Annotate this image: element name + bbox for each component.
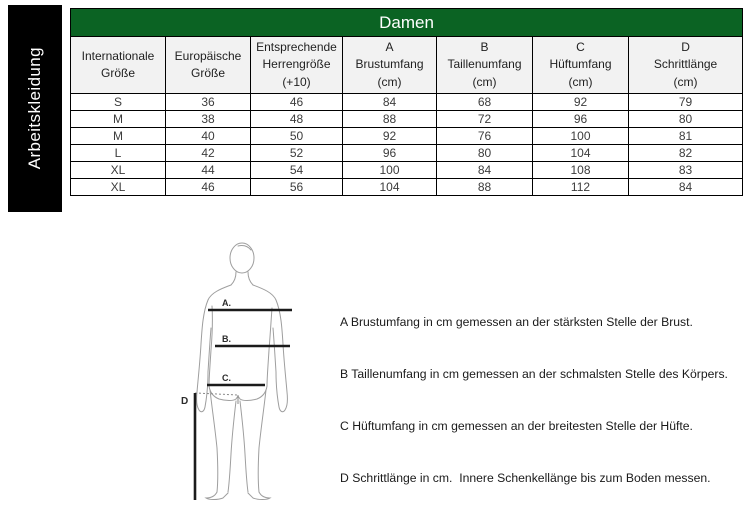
- label-a: A.: [222, 298, 231, 308]
- cell: 112: [532, 178, 629, 197]
- note-chest: A Brustumfang in cm gemessen an der stär…: [340, 314, 693, 329]
- col-header-mens-size: Entsprechende Herrengröße (+10): [250, 35, 343, 95]
- cell: 79: [627, 93, 744, 112]
- cell: 46: [165, 178, 251, 197]
- label-d: D: [181, 396, 188, 407]
- cell: 108: [532, 161, 629, 180]
- cell: 48: [250, 110, 343, 129]
- cell: 44: [165, 161, 251, 180]
- cell: 72: [436, 110, 533, 129]
- cell: 92: [532, 93, 629, 112]
- cell: 76: [436, 127, 533, 146]
- cell: 92: [342, 127, 437, 146]
- cell: 80: [627, 110, 744, 129]
- cell: XL: [70, 161, 166, 180]
- cell: 84: [627, 178, 744, 197]
- cell: 88: [436, 178, 533, 197]
- cell: 54: [250, 161, 343, 180]
- measurement-diagram: A. B. C. D: [172, 238, 322, 508]
- cell: L: [70, 144, 166, 163]
- cell: 42: [165, 144, 251, 163]
- cell: 100: [342, 161, 437, 180]
- cell: 84: [436, 161, 533, 180]
- col-header-european-size: Europäische Größe: [165, 35, 251, 95]
- col-header-international-size: Internationale Größe: [70, 35, 166, 95]
- cell: 50: [250, 127, 343, 146]
- cell: 52: [250, 144, 343, 163]
- cell: 88: [342, 110, 437, 129]
- size-table: Damen Internationale Größe Europäische G…: [69, 8, 744, 197]
- cell: 84: [342, 93, 437, 112]
- table-row: XL 46 56 104 88 112 84: [70, 178, 744, 197]
- cell: 56: [250, 178, 343, 197]
- body-outline-illustration: A. B. C. D: [181, 242, 292, 500]
- table-row: M 38 48 88 72 96 80: [70, 110, 744, 129]
- cell: 40: [165, 127, 251, 146]
- cell: 83: [627, 161, 744, 180]
- note-waist: B Taillenumfang in cm gemessen an der sc…: [340, 367, 728, 382]
- cell: 80: [436, 144, 533, 163]
- label-c: C.: [222, 373, 231, 383]
- note-inseam: D Schrittlänge in cm. Innere Schenkellän…: [340, 471, 711, 486]
- cell: 81: [627, 127, 744, 146]
- cell: 96: [342, 144, 437, 163]
- cell: M: [70, 127, 166, 146]
- cell: 100: [532, 127, 629, 146]
- col-header-chest: A Brustumfang (cm): [342, 35, 437, 95]
- cell: 104: [532, 144, 629, 163]
- note-hip: C Hüftumfang in cm gemessen an der breit…: [340, 419, 693, 434]
- measurement-notes: A Brustumfang in cm gemessen an der stär…: [340, 279, 740, 508]
- table-title: Damen: [69, 8, 744, 37]
- sidebar-label: Arbeitskleidung: [25, 47, 44, 170]
- cell: 96: [532, 110, 629, 129]
- table-row: M 40 50 92 76 100 81: [70, 127, 744, 146]
- cell: 82: [627, 144, 744, 163]
- col-header-hip: C Hüftumfang (cm): [532, 35, 629, 95]
- cell: S: [70, 93, 166, 112]
- table-row: L 42 52 96 80 104 82: [70, 144, 744, 163]
- cell: 46: [250, 93, 343, 112]
- table-row: S 36 46 84 68 92 79: [70, 93, 744, 112]
- table-header-row: Internationale Größe Europäische Größe E…: [70, 35, 744, 95]
- dotted-guide-line: [194, 392, 239, 396]
- cell: 104: [342, 178, 437, 197]
- table-row: XL 44 54 100 84 108 83: [70, 161, 744, 180]
- cell: XL: [70, 178, 166, 197]
- col-header-waist: B Taillenumfang (cm): [436, 35, 533, 95]
- cell: M: [70, 110, 166, 129]
- table-title-row: Damen: [69, 8, 744, 37]
- cell: 38: [165, 110, 251, 129]
- sidebar-tab-arbeitskleidung: Arbeitskleidung: [8, 5, 62, 212]
- cell: 36: [165, 93, 251, 112]
- col-header-inseam: D Schrittlänge (cm): [627, 35, 744, 95]
- label-b: B.: [222, 334, 231, 344]
- cell: 68: [436, 93, 533, 112]
